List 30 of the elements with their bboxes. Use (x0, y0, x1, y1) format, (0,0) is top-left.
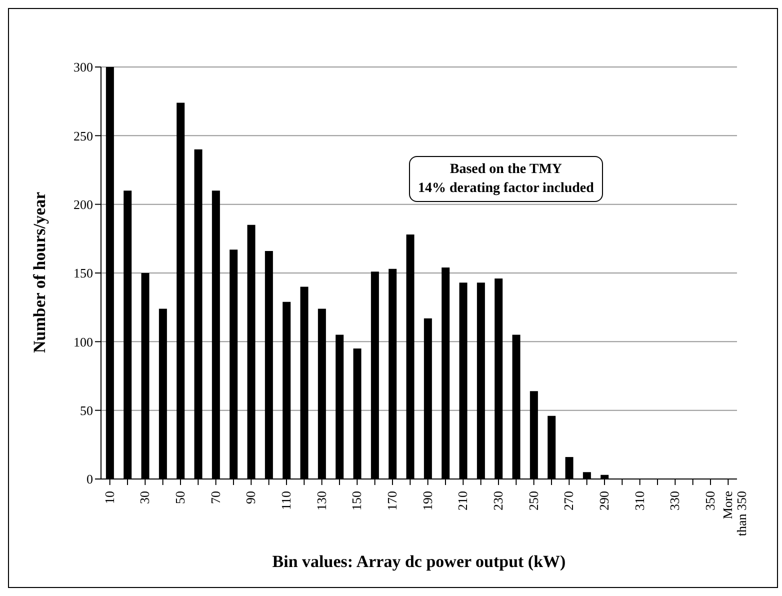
annotation: Based on the TMY (448, 161, 564, 179)
y-tick-label: 0 (86, 472, 93, 487)
x-tick-label: 210 (455, 491, 470, 510)
x-tick-label: More than 350 (720, 490, 750, 536)
x-tick-label: 170 (384, 491, 400, 510)
x-tick-label: 330 (667, 491, 682, 510)
y-tick-label: 250 (74, 128, 93, 144)
y-tick-label: 150 (74, 266, 93, 281)
y-tick-label: 50 (80, 402, 93, 418)
annotation: 14% derating factor included (418, 180, 594, 198)
x-tick-label: 10 (102, 491, 117, 504)
y-axis-title: Number of hours/year (30, 191, 50, 353)
x-tick-label: 150 (349, 491, 364, 510)
x-tick-label: 70 (208, 491, 223, 504)
x-tick-label: 310 (632, 491, 647, 510)
x-tick-label: 110 (278, 491, 294, 510)
x-tick-label: 90 (243, 491, 258, 504)
x-tick-label: 250 (526, 491, 541, 510)
x-tick-label: 50 (172, 491, 188, 504)
x-tick-label: 270 (561, 491, 576, 510)
x-tick-label: 130 (314, 491, 329, 510)
x-tick-label: 230 (490, 491, 506, 510)
x-tick-label: 350 (702, 491, 718, 510)
x-tick-label: 30 (137, 491, 152, 504)
y-tick-label: 200 (74, 196, 93, 212)
x-axis-title: Bin values: Array dc power output (kW) (272, 552, 566, 571)
y-tick-label: 300 (74, 60, 93, 75)
x-tick-label: 290 (596, 491, 612, 510)
x-tick-label: 190 (420, 491, 435, 510)
y-tick-label: 100 (74, 334, 93, 350)
